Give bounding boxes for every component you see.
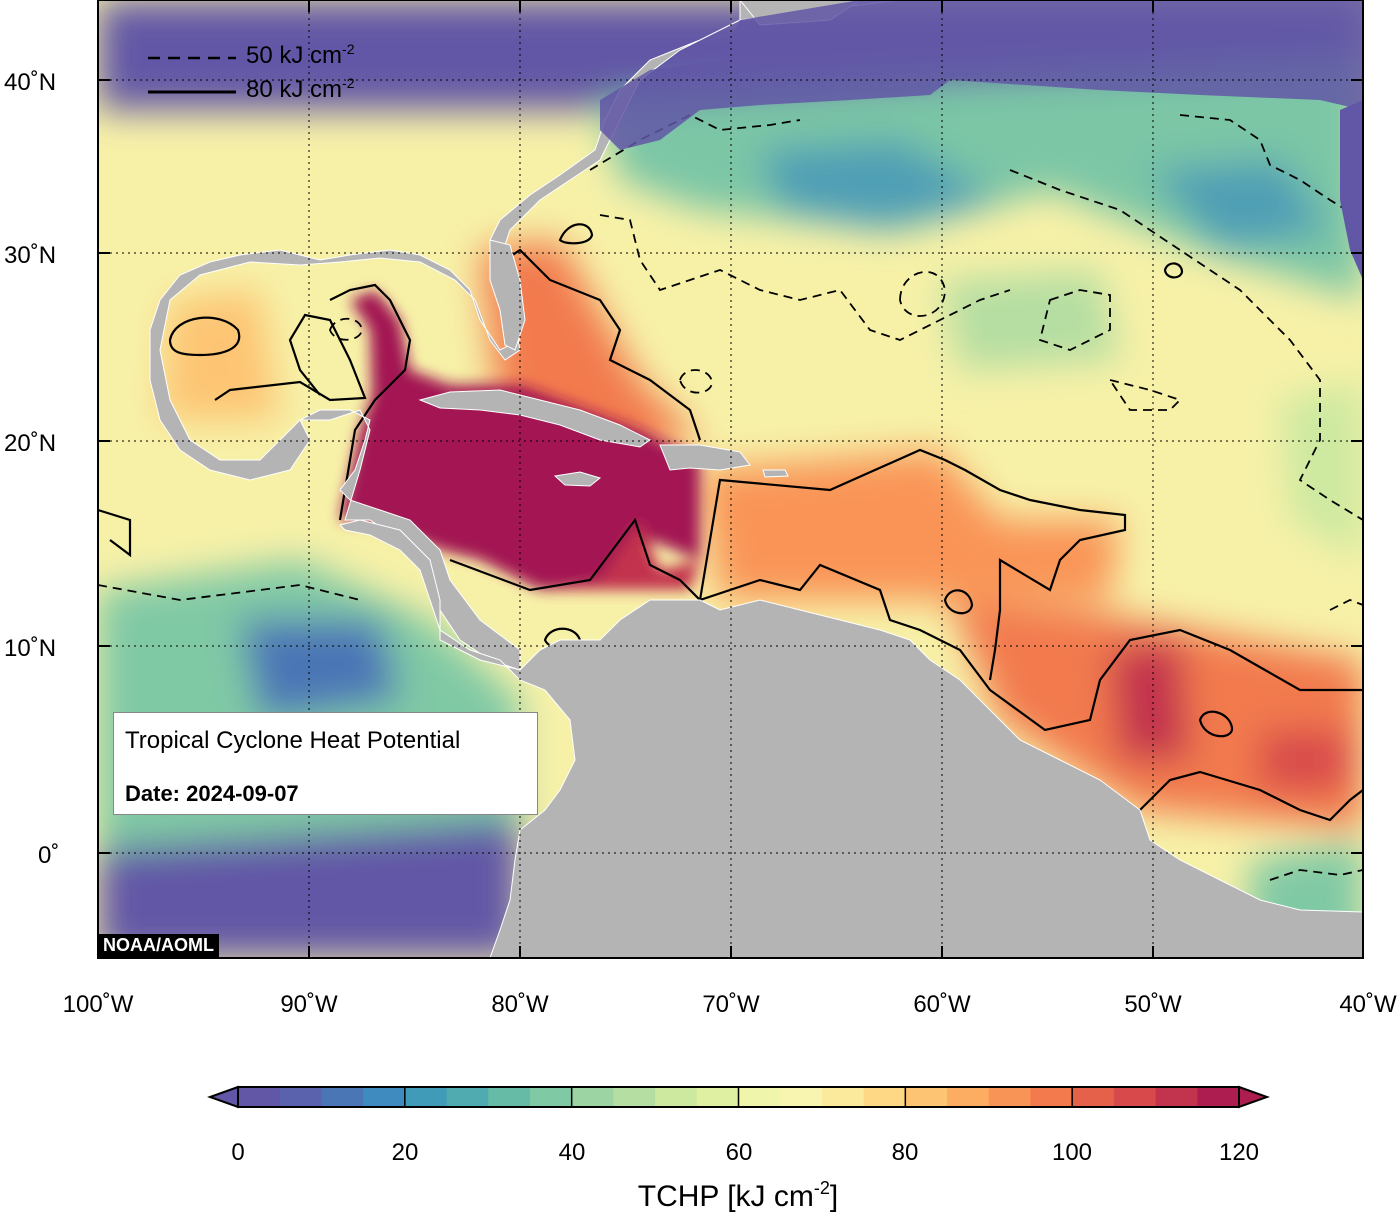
heat-field — [98, 0, 1363, 958]
lon-label: 90˚W — [280, 991, 338, 1018]
colorbar-bin — [446, 1087, 489, 1107]
colorbar-tick: 60 — [726, 1139, 753, 1166]
lat-label: 40˚N — [4, 69, 56, 96]
colorbar-bin — [321, 1087, 364, 1107]
colorbar-bin — [1030, 1087, 1073, 1107]
colorbar-bin — [947, 1087, 990, 1107]
colorbar-bin — [1155, 1087, 1198, 1107]
colorbar-tick: 40 — [559, 1139, 586, 1166]
colorbar-tick: 20 — [392, 1139, 419, 1166]
colorbar-tick: 100 — [1052, 1139, 1092, 1166]
colorbar-bin — [488, 1087, 531, 1107]
legend-solid-label: 80 kJ cm-2 — [246, 75, 355, 103]
colorbar-bin — [655, 1087, 698, 1107]
colorbar-tick: 80 — [892, 1139, 919, 1166]
lat-label: 0˚ — [38, 842, 59, 869]
colorbar-bin — [571, 1087, 614, 1107]
title-box: Tropical Cyclone Heat Potential Date: 20… — [113, 712, 538, 815]
colorbar-title: TCHP [kJ cm-2] — [638, 1178, 838, 1213]
lat-label: 20˚N — [4, 430, 56, 457]
colorbar-bin — [821, 1087, 865, 1107]
lat-label: 10˚N — [4, 635, 56, 662]
colorbar-bin — [529, 1087, 573, 1107]
colorbar-bin — [238, 1087, 281, 1107]
land — [98, 0, 1363, 958]
lat-label: 30˚N — [4, 242, 56, 269]
lon-label: 70˚W — [702, 991, 760, 1018]
colorbar-bin — [363, 1087, 406, 1107]
colorbar-bin — [905, 1087, 948, 1107]
colorbar-bin — [988, 1087, 1031, 1107]
lat-labels: 40˚N 30˚N 20˚N 10˚N 0˚ — [4, 69, 59, 869]
lon-label: 100˚W — [63, 991, 134, 1018]
colorbar-max-extension — [1238, 1085, 1270, 1109]
colorbar-bin — [404, 1087, 448, 1107]
map-date: Date: 2024-09-07 — [125, 781, 299, 806]
colorbar-tick: 120 — [1219, 1139, 1259, 1166]
colorbar-bin — [279, 1087, 322, 1107]
lon-labels: 100˚W 90˚W 80˚W 70˚W 60˚W 50˚W 40˚W — [63, 991, 1397, 1018]
colorbar-bin — [863, 1087, 906, 1107]
colorbar-bin — [780, 1087, 823, 1107]
map-title: Tropical Cyclone Heat Potential — [125, 727, 461, 754]
axis-ticks — [98, 0, 1363, 958]
colorbar-bin — [738, 1087, 781, 1107]
credit-label: NOAA/AOML — [98, 934, 219, 958]
colorbar-bin — [613, 1087, 656, 1107]
colorbar-min-extension — [207, 1085, 239, 1109]
lon-label: 60˚W — [913, 991, 971, 1018]
legend-dashed-label: 50 kJ cm-2 — [246, 41, 355, 69]
colorbar-bin — [1113, 1087, 1157, 1107]
colorbar-tick-labels: 0 20 40 60 80 100 120 — [231, 1139, 1259, 1166]
colorbar-bin — [696, 1087, 739, 1107]
lon-label: 50˚W — [1124, 991, 1182, 1018]
colorbar-bin — [1072, 1087, 1115, 1107]
colorbar-tick: 0 — [231, 1139, 244, 1166]
colorbar — [207, 1085, 1270, 1109]
colorbar-bin — [1197, 1087, 1240, 1107]
lon-label: 80˚W — [491, 991, 549, 1018]
lon-label: 40˚W — [1339, 991, 1397, 1018]
